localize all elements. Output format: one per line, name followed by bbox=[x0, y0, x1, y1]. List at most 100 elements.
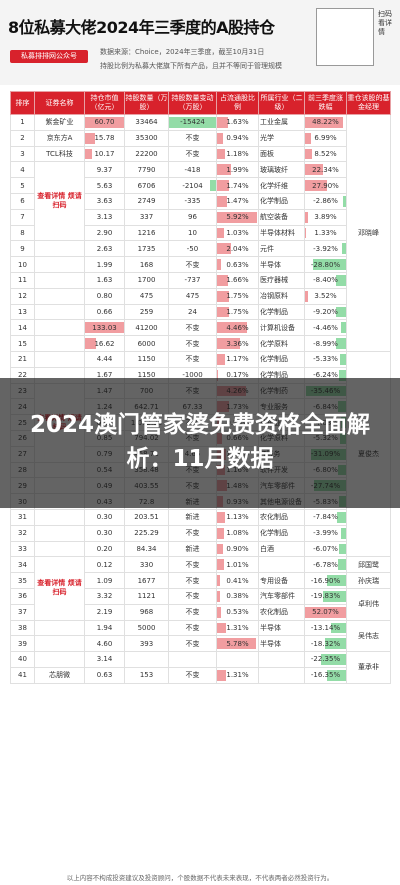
qr-caption: 扫码看详情 bbox=[378, 10, 392, 36]
table-row: 14 133.03 41200 不变 4.46% 计算机设备 -4.46% bbox=[10, 319, 391, 337]
table-cell: 1.47% bbox=[216, 192, 259, 210]
cell-value: 不变 bbox=[185, 608, 200, 617]
security-name-cell[interactable] bbox=[34, 256, 85, 273]
cell-value: 化学原料 bbox=[260, 339, 288, 348]
cell-value: 16.62 bbox=[94, 339, 115, 348]
column-header: 占流通股比例 bbox=[216, 91, 259, 115]
table-cell: 330 bbox=[124, 556, 169, 574]
cell-value: 6.99% bbox=[314, 134, 337, 143]
cell-value: 5.63 bbox=[96, 181, 113, 190]
cell-value: 10 bbox=[188, 228, 197, 237]
security-name-cell[interactable] bbox=[34, 303, 85, 321]
security-name-cell[interactable] bbox=[34, 335, 85, 352]
table-cell: 16.62 bbox=[84, 335, 125, 352]
column-header: 证券名称 bbox=[34, 91, 85, 115]
cell-value: 4.60 bbox=[96, 639, 113, 648]
table-cell: 不变 bbox=[168, 350, 217, 368]
table-cell: 2.19 bbox=[84, 603, 125, 621]
cell-value: -6.07% bbox=[313, 544, 338, 553]
column-header: 持仓市值（亿元） bbox=[84, 91, 125, 115]
cell-value: 0.66 bbox=[96, 307, 113, 316]
table-cell: 航空装备 bbox=[258, 208, 305, 226]
cell-value: 0.12 bbox=[96, 560, 113, 569]
cell-value: 35 bbox=[18, 576, 27, 585]
table-cell: 冶钢原料 bbox=[258, 287, 305, 305]
table-cell: 6.99% bbox=[304, 129, 347, 147]
table-cell: 3.89% bbox=[304, 208, 347, 226]
seek-details-cell[interactable]: 查看详情 烦请扫码 bbox=[34, 161, 85, 242]
disclaimer-footer: 以上内容不构成投资建议及投资顾问，个股数据不代表未来表现，不代表两者必然投资行为… bbox=[66, 874, 334, 882]
cell-value: 1700 bbox=[137, 276, 156, 285]
cell-value: 化学制品 bbox=[260, 197, 288, 206]
cell-value: -2104 bbox=[182, 181, 203, 190]
security-name-cell[interactable] bbox=[34, 619, 85, 637]
cell-value: 1.17% bbox=[226, 355, 249, 364]
security-name-cell[interactable] bbox=[34, 271, 85, 289]
cell-value: 不变 bbox=[185, 576, 200, 585]
table-cell bbox=[258, 666, 305, 684]
table-cell: 0.30 bbox=[84, 508, 125, 526]
table-cell: 化学制品 bbox=[258, 192, 305, 210]
security-name-cell[interactable] bbox=[34, 350, 85, 368]
table-cell: 35 bbox=[10, 572, 35, 589]
table-cell: 不变 bbox=[168, 619, 217, 637]
cell-value: 3.32 bbox=[96, 592, 113, 601]
table-cell: 2 bbox=[10, 129, 35, 147]
cell-value: 白酒 bbox=[260, 544, 274, 553]
security-name-cell[interactable] bbox=[34, 540, 85, 558]
cell-value: 4.44 bbox=[96, 355, 113, 364]
cell-value: 0.30 bbox=[96, 513, 113, 522]
table-cell: 60.70 bbox=[84, 114, 125, 131]
table-cell: 1.63 bbox=[84, 271, 125, 289]
security-name-cell[interactable] bbox=[34, 287, 85, 305]
cell-value: -3.92% bbox=[313, 244, 338, 253]
cell-value: 22.34% bbox=[312, 165, 339, 174]
cell-value: 34 bbox=[18, 560, 27, 569]
table-cell: 10 bbox=[10, 256, 35, 273]
table-cell: 不变 bbox=[168, 572, 217, 589]
table-cell: 0.20 bbox=[84, 540, 125, 558]
cell-value: 10 bbox=[18, 260, 27, 269]
cell-value: 1.66% bbox=[226, 276, 249, 285]
security-name-cell[interactable] bbox=[34, 651, 85, 668]
table-cell: 6 bbox=[10, 192, 35, 210]
cell-value: 9.37 bbox=[96, 165, 113, 174]
cell-value: 41200 bbox=[135, 323, 158, 332]
security-name-cell[interactable] bbox=[34, 524, 85, 542]
cell-value: -15424 bbox=[180, 118, 205, 127]
cell-value: 52.07% bbox=[312, 608, 339, 617]
security-name-cell[interactable] bbox=[34, 508, 85, 526]
seek-details-cell[interactable]: 查看详情 烦请扫码 bbox=[34, 556, 85, 621]
qr-code-icon[interactable] bbox=[316, 8, 374, 66]
table-cell: 1216 bbox=[124, 224, 169, 242]
cell-value: 1.67 bbox=[96, 371, 113, 380]
table-cell: 1.75% bbox=[216, 303, 259, 321]
security-name-cell[interactable] bbox=[34, 240, 85, 258]
table-cell: 化学制品 bbox=[258, 524, 305, 542]
table-cell: 6000 bbox=[124, 335, 169, 352]
table-cell: -16.35% bbox=[304, 666, 347, 684]
table-cell: 面板 bbox=[258, 145, 305, 163]
table-cell: 化学制品 bbox=[258, 350, 305, 368]
table-cell: 41200 bbox=[124, 319, 169, 337]
cell-value: 15 bbox=[18, 339, 27, 348]
security-name-cell[interactable] bbox=[34, 635, 85, 653]
table-cell: -737 bbox=[168, 271, 217, 289]
table-cell: 3.63 bbox=[84, 192, 125, 210]
cell-value: 0.41% bbox=[226, 576, 249, 585]
cell-value: 化学制品 bbox=[260, 307, 288, 316]
cell-value: 6706 bbox=[137, 181, 156, 190]
table-row: 15 16.62 6000 不变 3.36% 化学原料 -8.99% bbox=[10, 335, 391, 352]
security-name-cell[interactable] bbox=[34, 319, 85, 337]
cell-value: 2 bbox=[20, 134, 25, 143]
table-cell bbox=[258, 556, 305, 574]
seek-details-label[interactable]: 查看详情 烦请扫码 bbox=[37, 579, 82, 597]
seek-details-label[interactable]: 查看详情 烦请扫码 bbox=[37, 192, 82, 210]
table-cell: 1.31% bbox=[216, 666, 259, 684]
table-cell: 农化制品 bbox=[258, 508, 305, 526]
table-cell: 半导体 bbox=[258, 635, 305, 653]
cell-value: 38 bbox=[18, 623, 27, 632]
table-cell: 5.78% bbox=[216, 635, 259, 653]
cell-value: 1.63 bbox=[96, 276, 113, 285]
